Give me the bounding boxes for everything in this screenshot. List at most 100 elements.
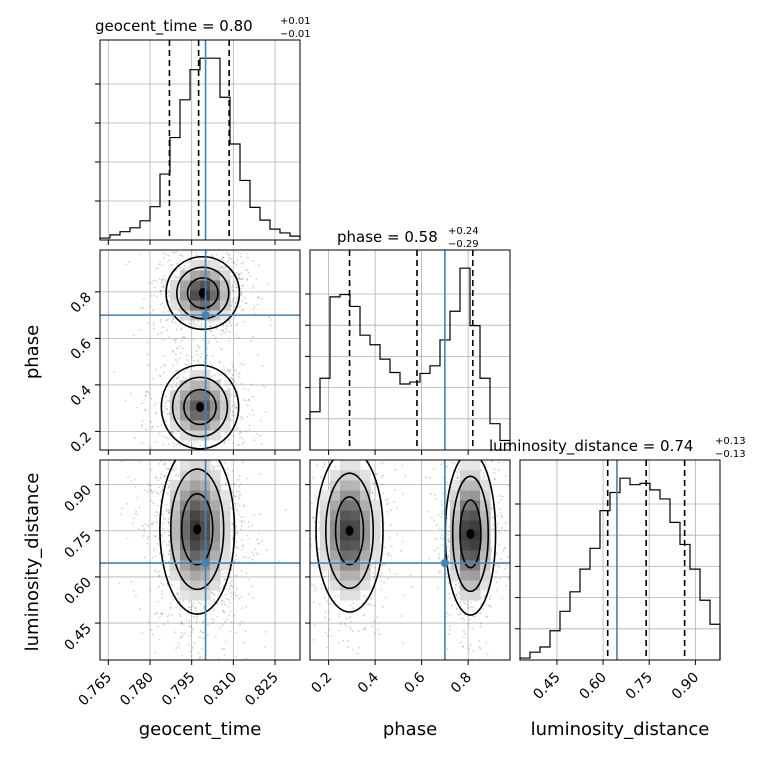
density-cell	[190, 550, 201, 561]
sample-point	[500, 498, 503, 501]
density-cell	[190, 410, 201, 421]
sample-point	[434, 537, 437, 540]
sample-point	[247, 271, 250, 274]
density-cell	[450, 520, 461, 531]
density-cell	[470, 490, 481, 501]
sample-point	[176, 382, 179, 385]
sample-point	[388, 536, 391, 539]
title-geocent-time: geocent_time = 0.80 +0.01 −0.01	[95, 16, 311, 40]
contour-level	[334, 496, 365, 566]
sample-point	[193, 442, 195, 445]
sample-point	[430, 516, 433, 519]
density-cell	[320, 500, 331, 511]
sample-point	[168, 540, 170, 543]
sample-point	[141, 441, 144, 444]
sample-point	[208, 340, 210, 343]
sample-point	[497, 469, 500, 471]
density-cell	[470, 510, 481, 521]
sample-point	[371, 481, 374, 484]
sample-point	[222, 324, 225, 326]
sample-point	[228, 371, 231, 374]
sample-point	[240, 528, 242, 531]
sample-point	[145, 390, 148, 393]
sample-point	[159, 320, 162, 323]
sample-point	[241, 607, 244, 610]
sample-point	[232, 299, 235, 301]
sample-point	[146, 538, 149, 540]
sample-point	[437, 556, 440, 558]
sample-point	[183, 632, 186, 634]
sample-point	[235, 300, 238, 303]
sample-point	[224, 327, 227, 330]
sample-point	[447, 546, 449, 549]
sample-point	[463, 613, 466, 616]
sample-point	[212, 334, 215, 337]
sample-point	[160, 612, 163, 615]
sample-point	[223, 365, 225, 368]
sample-point	[215, 323, 218, 326]
sample-point	[382, 492, 385, 495]
sample-point	[195, 615, 198, 618]
density-cell	[210, 290, 221, 301]
sample-point	[461, 646, 464, 648]
sample-point	[142, 298, 145, 300]
sample-point	[186, 354, 189, 357]
sample-point	[448, 614, 451, 616]
sample-point	[167, 553, 170, 555]
sample-point	[455, 580, 458, 583]
sample-point	[492, 524, 495, 526]
sample-point	[160, 491, 162, 493]
sample-point	[231, 410, 234, 413]
sample-point	[175, 250, 178, 253]
sample-point	[215, 253, 218, 256]
sample-point	[162, 284, 165, 287]
sample-point	[168, 518, 170, 521]
sample-point	[373, 482, 376, 485]
sample-point	[167, 254, 170, 257]
sample-point	[196, 344, 199, 347]
sample-point	[164, 401, 167, 404]
sample-point	[231, 378, 234, 380]
panel-frame	[309, 249, 511, 451]
sample-point	[487, 605, 490, 607]
sample-point	[251, 585, 254, 588]
sample-point	[316, 566, 319, 568]
sample-point	[427, 557, 430, 560]
sample-point	[235, 525, 237, 528]
sample-point	[312, 516, 315, 519]
sample-point	[188, 601, 190, 604]
sample-point	[484, 461, 487, 463]
sample-point	[180, 632, 183, 635]
sample-point	[187, 267, 190, 270]
sample-point	[166, 437, 169, 440]
sample-point	[157, 263, 160, 266]
sample-point	[177, 276, 180, 279]
density-cell	[460, 480, 471, 491]
sample-point	[159, 289, 162, 292]
density-cell	[190, 590, 201, 601]
sample-point	[160, 473, 162, 476]
sample-point	[352, 607, 355, 610]
sample-point	[229, 322, 232, 325]
sample-point	[310, 583, 313, 586]
sample-point	[147, 322, 150, 325]
density-cell	[220, 530, 231, 541]
sample-point	[197, 359, 199, 362]
sample-point	[211, 591, 213, 594]
title-luminosity-distance-main: luminosity_distance = 0.74	[489, 437, 693, 456]
sample-point	[324, 575, 326, 578]
sample-point	[156, 570, 158, 573]
sample-point	[152, 490, 155, 493]
sample-point	[190, 655, 193, 657]
sample-point	[153, 613, 156, 615]
sample-point	[246, 252, 249, 255]
sample-point	[191, 628, 194, 630]
sample-point	[172, 251, 175, 254]
sample-point	[230, 621, 233, 624]
density-cell	[470, 480, 481, 491]
sample-point	[239, 436, 242, 439]
sample-point	[220, 485, 223, 488]
sample-point	[188, 260, 191, 263]
density-cell	[210, 300, 221, 311]
sample-point	[240, 262, 243, 265]
